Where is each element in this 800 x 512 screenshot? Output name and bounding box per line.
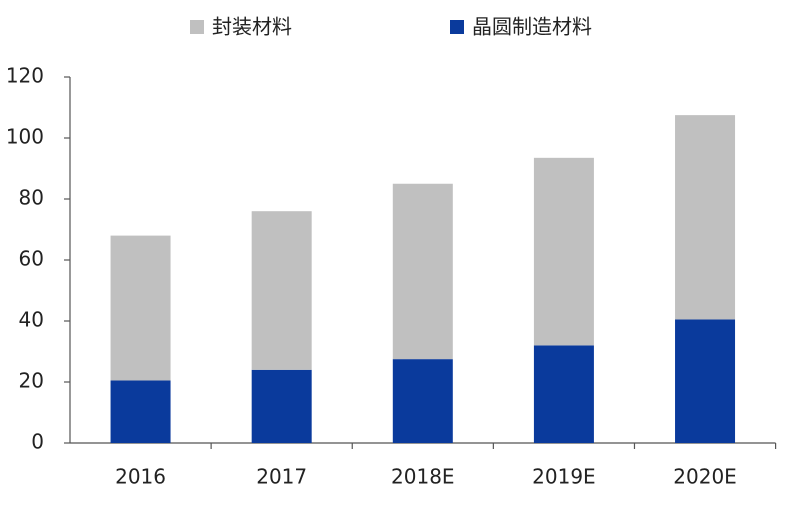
- bar-segment: [392, 359, 453, 443]
- x-tick-label: 2017: [256, 465, 307, 489]
- legend-label: 晶圆制造材料: [472, 15, 592, 39]
- legend-swatch: [450, 20, 464, 34]
- bar-segment: [533, 345, 594, 443]
- x-tick-label: 2019E: [532, 465, 596, 489]
- bar-segment: [110, 380, 171, 443]
- y-tick-label: 120: [6, 64, 44, 88]
- y-tick-label: 20: [19, 369, 44, 393]
- y-tick-label: 40: [19, 308, 44, 332]
- y-tick-label: 100: [6, 125, 44, 149]
- bar-segment: [675, 115, 736, 320]
- y-tick-label: 0: [31, 430, 44, 454]
- y-tick-label: 80: [19, 186, 44, 210]
- x-tick-label: 2016: [115, 465, 166, 489]
- legend-swatch: [190, 20, 204, 34]
- bar-segment: [392, 183, 453, 360]
- bar-segment: [251, 211, 312, 370]
- bar-segment: [110, 235, 171, 381]
- x-tick-label: 2020E: [673, 465, 737, 489]
- bar-segment: [533, 157, 594, 346]
- bar-segment: [251, 369, 312, 443]
- bar-segment: [675, 319, 736, 443]
- legend-label: 封装材料: [212, 15, 292, 39]
- y-tick-label: 60: [19, 247, 44, 271]
- x-tick-label: 2018E: [391, 465, 455, 489]
